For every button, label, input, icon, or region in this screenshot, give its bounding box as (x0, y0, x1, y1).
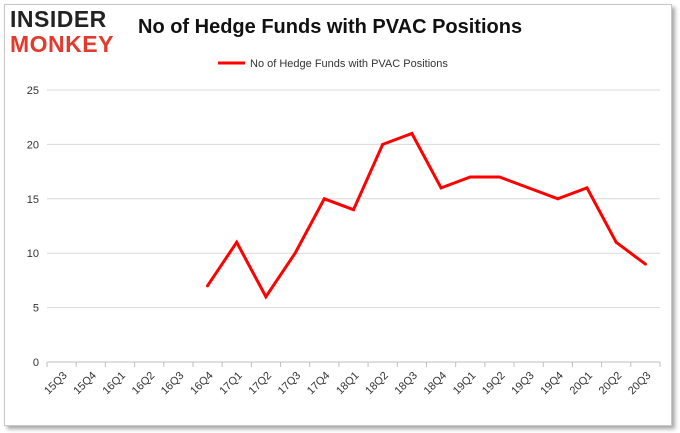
x-tick-label: 19Q2 (480, 370, 508, 398)
data-point (527, 186, 531, 190)
logo-text-insider: INSIDER (10, 6, 107, 32)
data-point (410, 132, 414, 136)
x-tick-label: 18Q2 (363, 370, 391, 398)
series-line (206, 131, 647, 300)
x-tick-label: 19Q3 (509, 370, 537, 398)
data-point (264, 295, 268, 299)
x-tick-label: 19Q4 (538, 370, 566, 398)
x-tick-label: 17Q1 (217, 370, 245, 398)
y-tick-label: 15 (27, 194, 39, 206)
x-tick-label: 17Q3 (276, 370, 304, 398)
x-tick-label: 17Q2 (247, 370, 275, 398)
data-point (643, 262, 647, 266)
x-tick-label: 20Q3 (626, 370, 654, 398)
data-point (206, 284, 210, 288)
y-tick-label: 0 (33, 357, 39, 369)
data-point (497, 175, 501, 179)
data-point (235, 240, 239, 244)
data-point (322, 197, 326, 201)
x-tick-label: 18Q3 (392, 370, 420, 398)
data-point (439, 186, 443, 190)
x-tick-label: 20Q2 (597, 370, 625, 398)
y-tick-label: 25 (27, 85, 39, 97)
x-tick-label: 16Q2 (130, 370, 158, 398)
y-tick-label: 20 (27, 139, 39, 151)
x-tick-label: 18Q1 (334, 370, 362, 398)
x-tick-label: 20Q1 (568, 370, 596, 398)
x-tick-label: 15Q3 (42, 370, 70, 398)
data-point (556, 197, 560, 201)
x-tick-label: 18Q4 (422, 370, 450, 398)
data-point (352, 208, 355, 212)
data-point (614, 240, 618, 244)
y-tick-label: 10 (27, 248, 39, 260)
x-tick-label: 16Q3 (159, 370, 187, 398)
legend-label: No of Hedge Funds with PVAC Positions (250, 58, 448, 70)
x-tick-label: 17Q4 (305, 370, 333, 398)
insider-monkey-logo: INSIDER MONKEY (10, 8, 128, 58)
data-point (293, 251, 297, 255)
chart-title: No of Hedge Funds with PVAC Positions (138, 16, 523, 38)
y-tick-label: 5 (33, 303, 39, 315)
legend: No of Hedge Funds with PVAC Positions (218, 58, 448, 70)
x-tick-label: 15Q4 (71, 370, 99, 398)
x-tick-label: 16Q4 (188, 370, 216, 398)
data-point (381, 142, 385, 146)
data-point (585, 186, 589, 190)
x-tick-label: 16Q1 (101, 370, 129, 398)
chart-frame (4, 4, 672, 426)
x-tick-label: 19Q1 (451, 370, 479, 398)
logo-text-monkey: MONKEY (10, 31, 114, 57)
data-point (468, 175, 472, 179)
